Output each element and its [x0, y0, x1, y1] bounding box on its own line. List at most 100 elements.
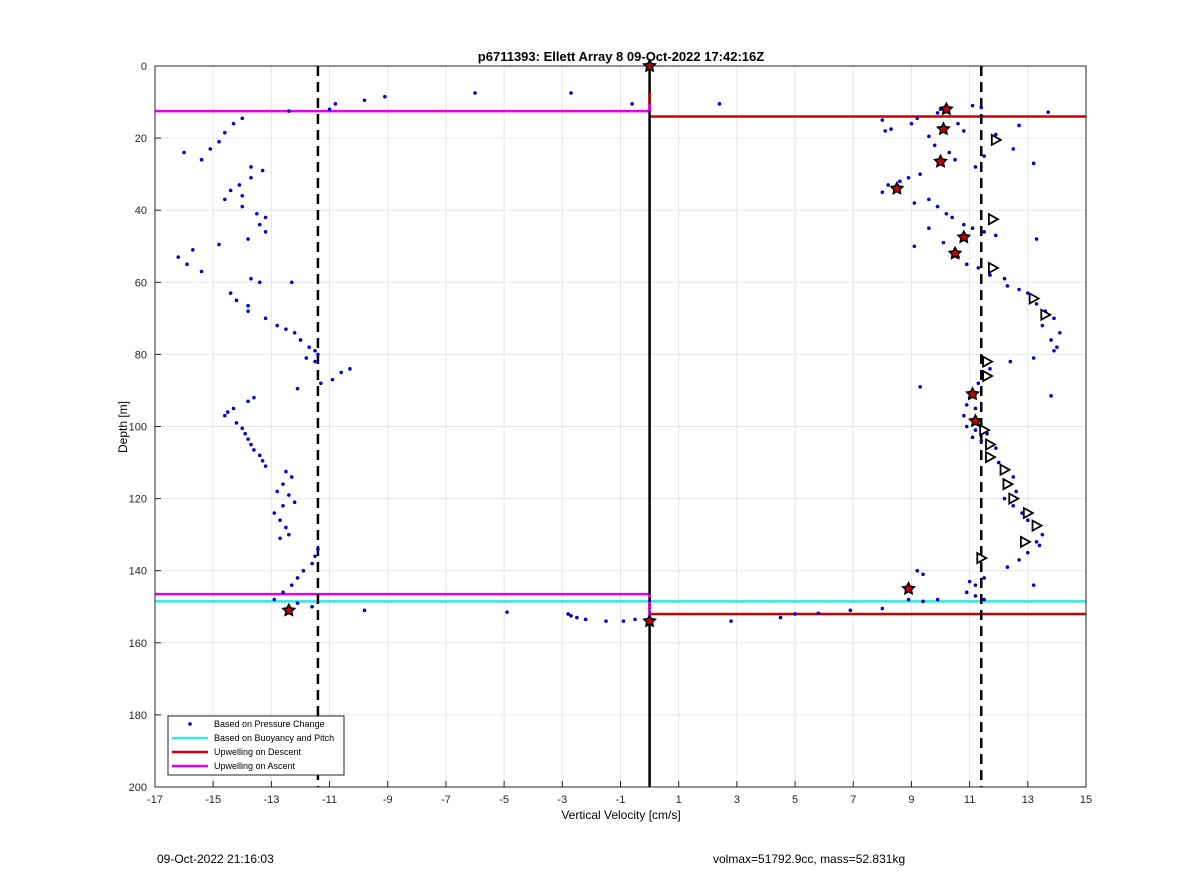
- pressure-change-point: [231, 406, 236, 411]
- pressure-change-point: [982, 576, 986, 580]
- pressure-change-point: [970, 226, 975, 231]
- pressure-change-point: [889, 127, 893, 131]
- pressure-change-point: [976, 381, 981, 386]
- descent-upwelling-marker: [281, 602, 297, 617]
- pressure-change-point: [287, 493, 291, 497]
- pressure-change-point: [982, 597, 986, 602]
- pressure-change-point: [973, 583, 978, 587]
- ascent-upwelling-marker: [982, 355, 994, 369]
- pressure-change-point: [298, 338, 303, 342]
- pressure-change-point: [1031, 356, 1036, 360]
- pressure-change-point: [505, 610, 509, 614]
- pressure-change-point: [988, 273, 992, 277]
- pressure-change-point: [988, 367, 992, 371]
- pressure-change-point: [313, 554, 317, 559]
- transition-marker: [647, 608, 652, 612]
- pressure-change-point: [950, 215, 954, 220]
- pressure-change-point: [979, 105, 984, 110]
- pressure-change-point: [956, 121, 960, 126]
- pressure-change-point: [1034, 237, 1039, 241]
- x-tick-label: 3: [734, 794, 740, 806]
- pressure-change-point: [1049, 394, 1053, 398]
- pressure-change-point: [316, 547, 320, 551]
- pressure-change-point: [973, 406, 978, 411]
- pressure-change-point: [260, 458, 265, 463]
- pressure-change-point: [1017, 123, 1021, 128]
- pressure-change-point: [816, 611, 821, 616]
- pressure-change-point: [228, 291, 233, 295]
- pressure-change-point: [246, 437, 250, 441]
- y-tick-label: 200: [129, 782, 147, 794]
- pressure-change-point: [1052, 348, 1056, 353]
- pressure-change-point: [927, 226, 931, 231]
- pressure-change-point: [281, 590, 285, 595]
- pressure-change-point: [316, 352, 320, 357]
- transition-marker: [647, 107, 652, 111]
- pressure-change-point: [1034, 540, 1039, 544]
- pressure-change-point: [953, 157, 957, 162]
- ascent-upwelling-marker: [1008, 492, 1021, 506]
- pressure-change-point: [225, 410, 230, 414]
- pressure-change-point: [257, 453, 262, 458]
- pressure-change-point: [962, 413, 966, 418]
- pressure-change-point: [275, 489, 279, 494]
- descent-upwelling-marker: [947, 245, 963, 260]
- pressure-change-point: [883, 129, 888, 133]
- x-tick-label: -9: [383, 794, 393, 806]
- pressure-change-point: [307, 345, 311, 349]
- legend-label: Upwelling on Descent: [214, 747, 302, 757]
- pressure-change-point: [964, 262, 969, 267]
- pressure-change-point: [778, 615, 783, 620]
- pressure-change-point: [362, 98, 367, 103]
- pressure-change-point: [909, 121, 914, 126]
- pressure-change-point: [982, 154, 986, 158]
- descent-upwelling-marker: [938, 101, 954, 116]
- y-tick-label: 100: [129, 422, 147, 434]
- pressure-change-point: [263, 230, 268, 234]
- pressure-change-point: [275, 323, 279, 328]
- x-tick-label: -3: [557, 794, 567, 806]
- ascent-upwelling-marker: [1031, 519, 1044, 533]
- y-tick-label: 140: [129, 566, 147, 578]
- pressure-change-point: [633, 617, 637, 622]
- pressure-change-point: [912, 201, 917, 205]
- pressure-change-point: [982, 230, 986, 234]
- pressure-change-point: [1037, 543, 1042, 548]
- x-tick-label: 11: [964, 794, 975, 806]
- pressure-change-point: [1034, 302, 1039, 306]
- pressure-change-point: [1046, 110, 1050, 114]
- pressure-change-point: [935, 111, 940, 115]
- pressure-change-point: [292, 330, 297, 335]
- pressure-change-point: [272, 511, 277, 515]
- pressure-change-point: [289, 583, 294, 587]
- pressure-change-point: [604, 619, 608, 623]
- pressure-change-point: [263, 464, 268, 468]
- descent-upwelling-marker: [967, 413, 983, 428]
- pressure-change-point: [915, 116, 920, 121]
- x-tick-label: 9: [908, 794, 914, 806]
- pressure-change-point: [717, 102, 722, 106]
- pressure-change-point: [287, 109, 291, 113]
- pressure-change-point: [252, 448, 256, 452]
- y-tick-label: 180: [129, 710, 147, 722]
- pressure-change-point: [263, 316, 268, 321]
- pressure-change-point: [278, 536, 282, 541]
- x-tick-label: -1: [616, 794, 626, 806]
- pressure-change-point: [915, 568, 920, 573]
- pressure-change-point: [935, 204, 940, 209]
- pressure-change-point: [976, 266, 981, 270]
- pressure-change-point: [231, 121, 236, 126]
- pressure-change-point: [932, 143, 937, 148]
- pressure-change-point: [898, 179, 902, 184]
- pressure-change-point: [240, 204, 245, 209]
- pressure-change-point: [240, 426, 245, 431]
- footer-timestamp: 09-Oct-2022 21:16:03: [157, 852, 274, 866]
- pressure-change-point: [284, 525, 288, 530]
- pressure-change-point: [964, 424, 969, 429]
- y-tick-label: 20: [135, 133, 147, 145]
- pressure-change-point: [234, 421, 239, 425]
- pressure-change-point: [964, 590, 969, 595]
- pressure-change-point: [912, 244, 917, 249]
- y-axis-label: Depth [m]: [116, 401, 130, 453]
